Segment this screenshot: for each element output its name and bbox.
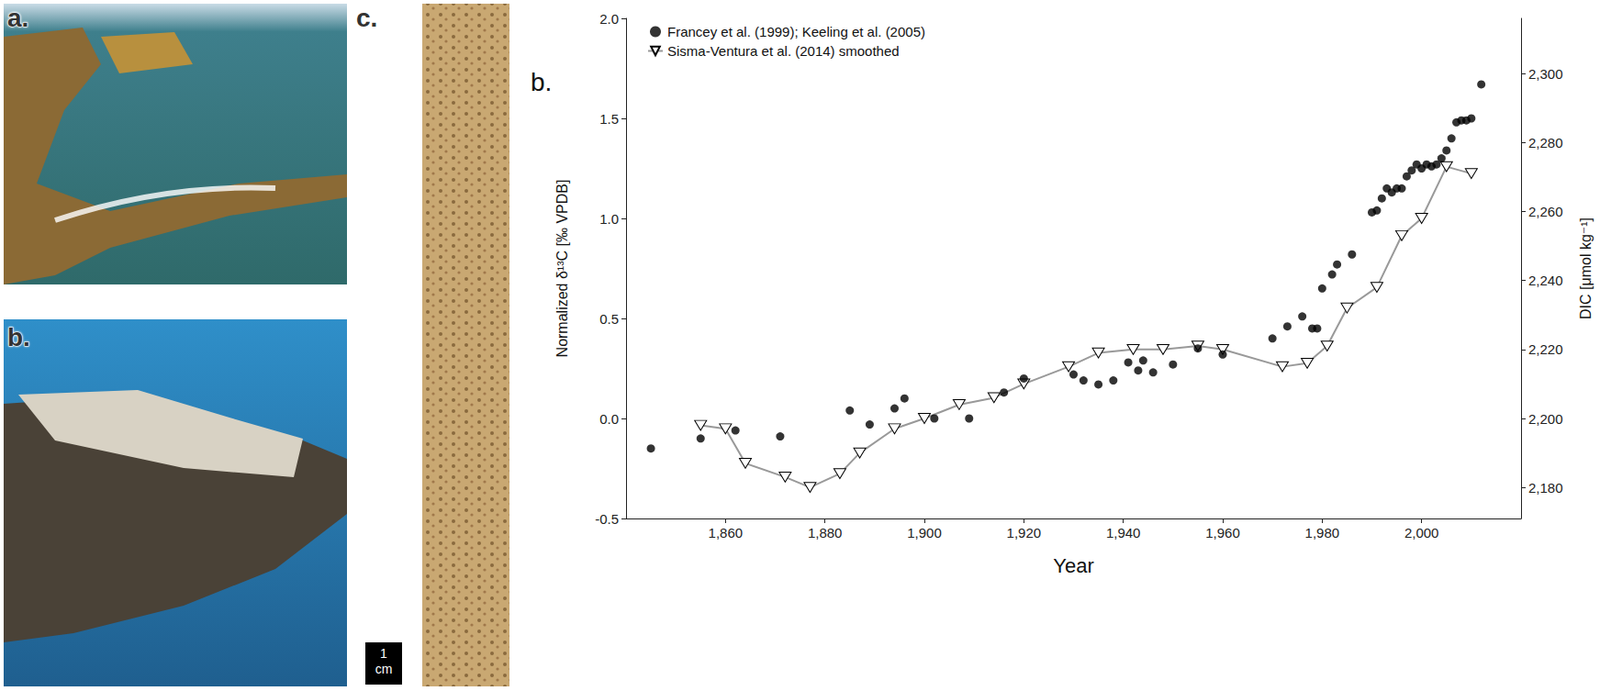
svg-text:-0.5: -0.5 [594, 511, 619, 527]
svg-text:Year: Year [1052, 554, 1094, 578]
svg-text:0.5: 0.5 [599, 311, 619, 327]
html-text:a.: a. [7, 3, 29, 33]
svg-text:0.0: 0.0 [599, 411, 619, 427]
svg-text:2,240: 2,240 [1528, 272, 1564, 289]
svg-text:1,860: 1,860 [708, 525, 744, 541]
svg-text:1,920: 1,920 [1006, 525, 1042, 541]
svg-text:2,220: 2,220 [1528, 341, 1564, 358]
svg-text:1,960: 1,960 [1205, 525, 1241, 541]
svg-text:1,940: 1,940 [1106, 525, 1142, 541]
svg-text:2,180: 2,180 [1528, 480, 1564, 496]
svg-text:2,200: 2,200 [1528, 411, 1564, 427]
html-text:b.: b. [7, 323, 31, 352]
svg-text:2,260: 2,260 [1528, 203, 1564, 220]
svg-text:1.0: 1.0 [599, 211, 619, 227]
svg-text:1,880: 1,880 [807, 525, 843, 541]
html-text:c.: c. [356, 3, 378, 33]
svg-text:Sisma-Ventura et al. (2014) sm: Sisma-Ventura et al. (2014) smoothed [667, 43, 900, 59]
svg-text:1,900: 1,900 [906, 525, 942, 541]
svg-text:1.5: 1.5 [599, 111, 619, 127]
svg-text:1,980: 1,980 [1305, 525, 1341, 541]
svg-text:2,000: 2,000 [1404, 525, 1440, 541]
svg-text:2,300: 2,300 [1528, 66, 1564, 82]
svg-text:2,280: 2,280 [1528, 134, 1564, 151]
html-text:1 cm: 1 cm [375, 646, 393, 677]
svg-text:DIC [μmol kg⁻¹]: DIC [μmol kg⁻¹] [1577, 217, 1594, 320]
svg-text:Normalized δ¹³C [‰ VPDB]: Normalized δ¹³C [‰ VPDB] [554, 179, 571, 359]
svg-text:2.0: 2.0 [599, 11, 619, 27]
svg-text:Francey et al. (1999); Keeling: Francey et al. (1999); Keeling et al. (2… [667, 23, 926, 40]
svg-text:b.: b. [530, 67, 552, 97]
